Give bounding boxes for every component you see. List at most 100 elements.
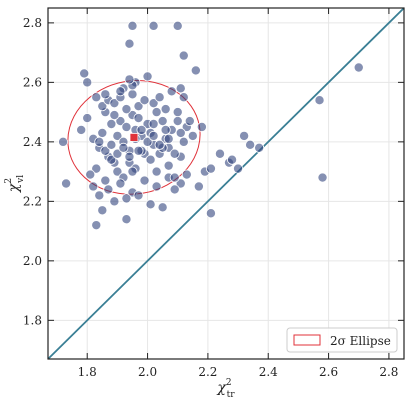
data-point xyxy=(82,77,93,88)
data-point xyxy=(245,139,256,150)
data-point xyxy=(133,113,144,124)
data-point xyxy=(190,65,201,76)
data-point xyxy=(100,89,111,100)
data-point xyxy=(91,220,102,231)
data-point xyxy=(94,190,105,201)
x-axis-label: χ2 tr xyxy=(216,378,235,400)
data-point xyxy=(94,136,105,147)
y-tick-label: 2.2 xyxy=(23,194,42,208)
data-point xyxy=(115,178,126,189)
x-tick-label: 2.2 xyxy=(198,365,217,379)
data-point xyxy=(178,50,189,61)
data-point xyxy=(193,181,204,192)
data-point xyxy=(172,20,183,31)
data-point xyxy=(91,92,102,103)
data-point xyxy=(148,130,159,141)
data-point xyxy=(97,127,108,138)
legend-swatch xyxy=(293,334,321,346)
data-point xyxy=(187,130,198,141)
data-point xyxy=(118,142,129,153)
y-tick-label: 1.8 xyxy=(23,313,42,327)
data-point xyxy=(169,148,180,159)
data-point xyxy=(163,133,174,144)
data-point xyxy=(136,124,147,135)
data-point xyxy=(145,199,156,210)
data-point xyxy=(127,20,138,31)
data-point xyxy=(160,124,171,135)
data-point xyxy=(169,184,180,195)
data-point xyxy=(151,107,162,118)
data-point xyxy=(133,190,144,201)
data-point xyxy=(151,181,162,192)
y-tick-label: 2.8 xyxy=(23,16,42,30)
legend-box xyxy=(286,327,398,353)
data-point xyxy=(121,193,132,204)
data-point xyxy=(58,136,69,147)
data-point xyxy=(121,104,132,115)
y-tick-label: 2.6 xyxy=(23,75,42,89)
data-point xyxy=(124,151,135,162)
x-axis-label-sup: 2 xyxy=(226,378,232,388)
data-point xyxy=(109,196,120,207)
data-point xyxy=(227,154,238,165)
data-point xyxy=(254,142,265,153)
data-point xyxy=(175,83,186,94)
data-point xyxy=(124,38,135,49)
legend-label: 2σ Ellipse xyxy=(330,334,391,348)
data-point xyxy=(154,92,165,103)
data-point xyxy=(124,74,135,85)
mean-marker xyxy=(129,132,139,142)
y-axis-label: χ2 vl xyxy=(4,175,26,193)
y-axis-label-sup: 2 xyxy=(4,178,14,184)
data-point xyxy=(239,130,250,141)
data-point xyxy=(160,104,171,115)
data-point xyxy=(157,202,168,213)
points-layer xyxy=(58,20,364,231)
data-point xyxy=(184,116,195,127)
data-point xyxy=(172,116,183,127)
plot-frame xyxy=(47,7,405,360)
data-point xyxy=(88,181,99,192)
data-point xyxy=(151,166,162,177)
data-point xyxy=(169,172,180,183)
data-point xyxy=(82,113,93,124)
data-point xyxy=(61,178,72,189)
data-point xyxy=(148,98,159,109)
data-point xyxy=(97,205,108,216)
diagonal-line-layer xyxy=(47,7,405,360)
data-point xyxy=(91,163,102,174)
x-axis-label-main: χ xyxy=(216,380,227,396)
data-point xyxy=(181,169,192,180)
data-point xyxy=(115,86,126,97)
data-point xyxy=(133,101,144,112)
data-point xyxy=(175,178,186,189)
diagonal-line xyxy=(47,7,405,360)
legend: 2σ Ellipse xyxy=(286,327,398,353)
data-point xyxy=(115,116,126,127)
data-point xyxy=(214,148,225,159)
data-point xyxy=(175,127,186,138)
data-point xyxy=(205,208,216,219)
data-point xyxy=(121,214,132,225)
data-point xyxy=(178,92,189,103)
data-point xyxy=(142,71,153,82)
data-point xyxy=(314,95,325,106)
mean-layer xyxy=(129,132,139,142)
data-point xyxy=(106,119,117,130)
data-point xyxy=(317,172,328,183)
data-point xyxy=(106,154,117,165)
x-tick-label: 2.0 xyxy=(138,365,157,379)
data-point xyxy=(205,163,216,174)
data-point xyxy=(133,145,144,156)
data-point xyxy=(139,95,150,106)
data-point xyxy=(145,154,156,165)
data-point xyxy=(148,20,159,31)
data-point xyxy=(79,68,90,79)
y-axis-label-main: χ xyxy=(6,182,22,193)
data-point xyxy=(103,184,114,195)
data-point xyxy=(100,175,111,186)
x-tick-label: 1.8 xyxy=(78,365,97,379)
x-axis-label-sub: tr xyxy=(227,390,236,400)
